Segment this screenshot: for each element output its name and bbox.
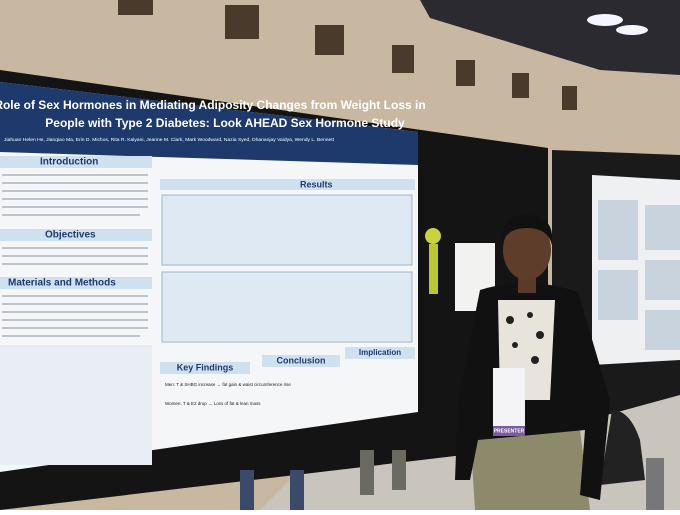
key-finding: Women: T & E2 drop → Loss of fat & lean … xyxy=(165,401,261,406)
section-heading: Results xyxy=(300,179,333,189)
section-heading: Conclusion xyxy=(277,355,326,365)
body-text-lines xyxy=(2,174,148,337)
key-finding: Men: T & SHBG increase → fat gain & wais… xyxy=(165,382,291,387)
results-tables xyxy=(161,194,413,343)
section-heading: Materials and Methods xyxy=(8,278,116,289)
person-background xyxy=(290,470,304,510)
poster-title: People with Type 2 Diabetes: Look AHEAD … xyxy=(45,116,405,130)
person-background xyxy=(360,450,374,495)
poster-authors: Jiahuan Helen He, Jianqiao Ma, Erin D. M… xyxy=(4,137,335,142)
poster-right-panels xyxy=(598,200,680,350)
person-background xyxy=(240,470,254,510)
light xyxy=(616,25,648,35)
light xyxy=(587,14,623,26)
windows xyxy=(118,0,577,110)
badge-label: PRESENTER xyxy=(494,428,525,434)
poster-title: Role of Sex Hormones in Mediating Adipos… xyxy=(0,98,426,112)
section-bars xyxy=(0,156,415,374)
section-heading: Objectives xyxy=(45,230,96,241)
ribbon xyxy=(425,228,441,244)
ribbon xyxy=(429,244,438,294)
face xyxy=(503,220,551,280)
chair xyxy=(600,410,645,485)
person-background xyxy=(392,450,406,490)
poster-header xyxy=(0,82,418,165)
model-diagram xyxy=(0,345,152,465)
pants xyxy=(470,430,590,510)
hair xyxy=(501,215,553,245)
badge xyxy=(493,368,525,436)
section-heading: Key Findings xyxy=(177,362,234,372)
bottle xyxy=(646,458,664,510)
section-heading: Introduction xyxy=(40,157,98,168)
section-heading: Implication xyxy=(359,348,401,357)
badge-band xyxy=(493,426,525,436)
